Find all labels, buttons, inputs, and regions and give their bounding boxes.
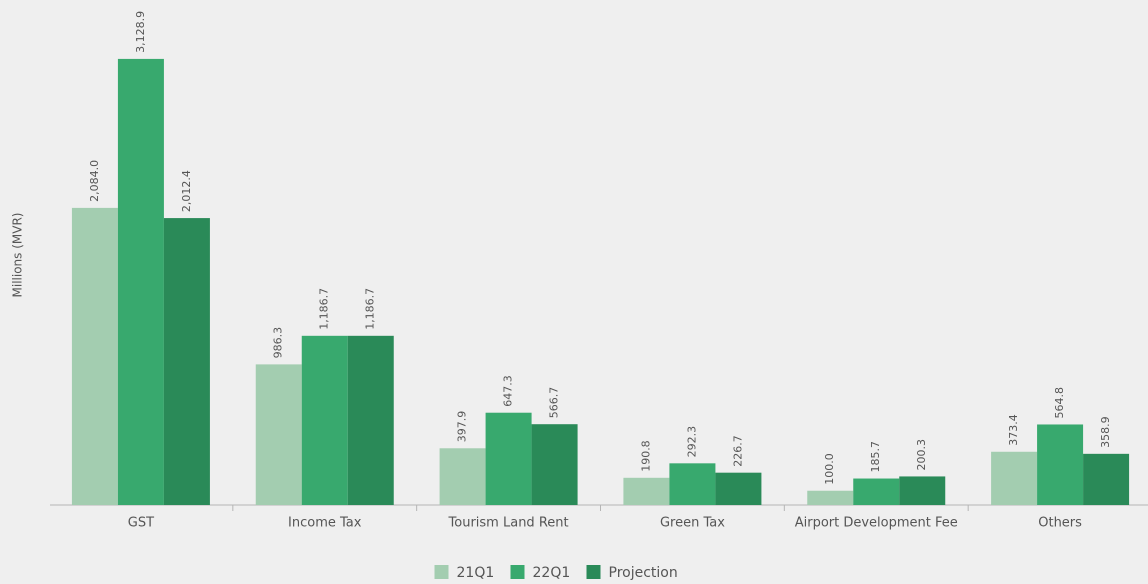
data-label: 986.3 [272,327,285,359]
bar [347,335,394,505]
legend-label: Projection [609,565,678,581]
data-label: 373.4 [1007,414,1020,445]
data-label: 1,186.7 [318,288,331,330]
data-label: 2,084.0 [88,160,101,202]
data-label: 292.3 [685,426,698,458]
bar [531,424,578,505]
data-label: 190.8 [639,440,652,472]
legend-label: 21Q1 [457,565,495,581]
bar [991,451,1038,505]
x-tick-label: Others [1038,516,1082,531]
data-label: 185.7 [869,441,882,473]
bar [485,412,532,505]
legend-swatch [510,565,525,579]
bar [853,478,900,505]
bar [255,364,302,505]
data-label: 564.8 [1053,387,1066,419]
x-tick-label: Green Tax [660,516,725,531]
data-label: 566.7 [548,387,561,419]
legend-swatch [586,565,601,579]
x-tick-label: Income Tax [288,516,362,531]
bar [1037,424,1084,505]
bar [807,490,854,505]
bar [439,448,486,505]
data-label: 358.9 [1099,416,1112,448]
data-label: 200.3 [915,439,928,471]
bar [71,207,118,505]
data-label: 647.3 [502,375,515,407]
x-tick-label: Airport Development Fee [795,516,958,531]
y-axis-label: Millions (MVR) [11,213,25,298]
data-label: 226.7 [731,435,744,467]
legend-swatch [434,565,449,579]
data-label: 2,012.4 [180,170,193,212]
bar [669,463,716,505]
x-tick-label: GST [128,516,154,531]
bar [899,476,946,505]
data-label: 397.9 [456,411,469,443]
data-label: 1,186.7 [364,288,377,330]
bar [117,58,164,505]
bar [623,477,670,505]
data-label: 3,128.9 [134,11,147,53]
bar [301,335,348,505]
bar [163,218,210,505]
data-label: 100.0 [823,453,836,485]
bar [715,472,762,505]
x-tick-label: Tourism Land Rent [448,516,569,531]
legend-label: 22Q1 [533,565,571,581]
bar [1083,453,1130,505]
